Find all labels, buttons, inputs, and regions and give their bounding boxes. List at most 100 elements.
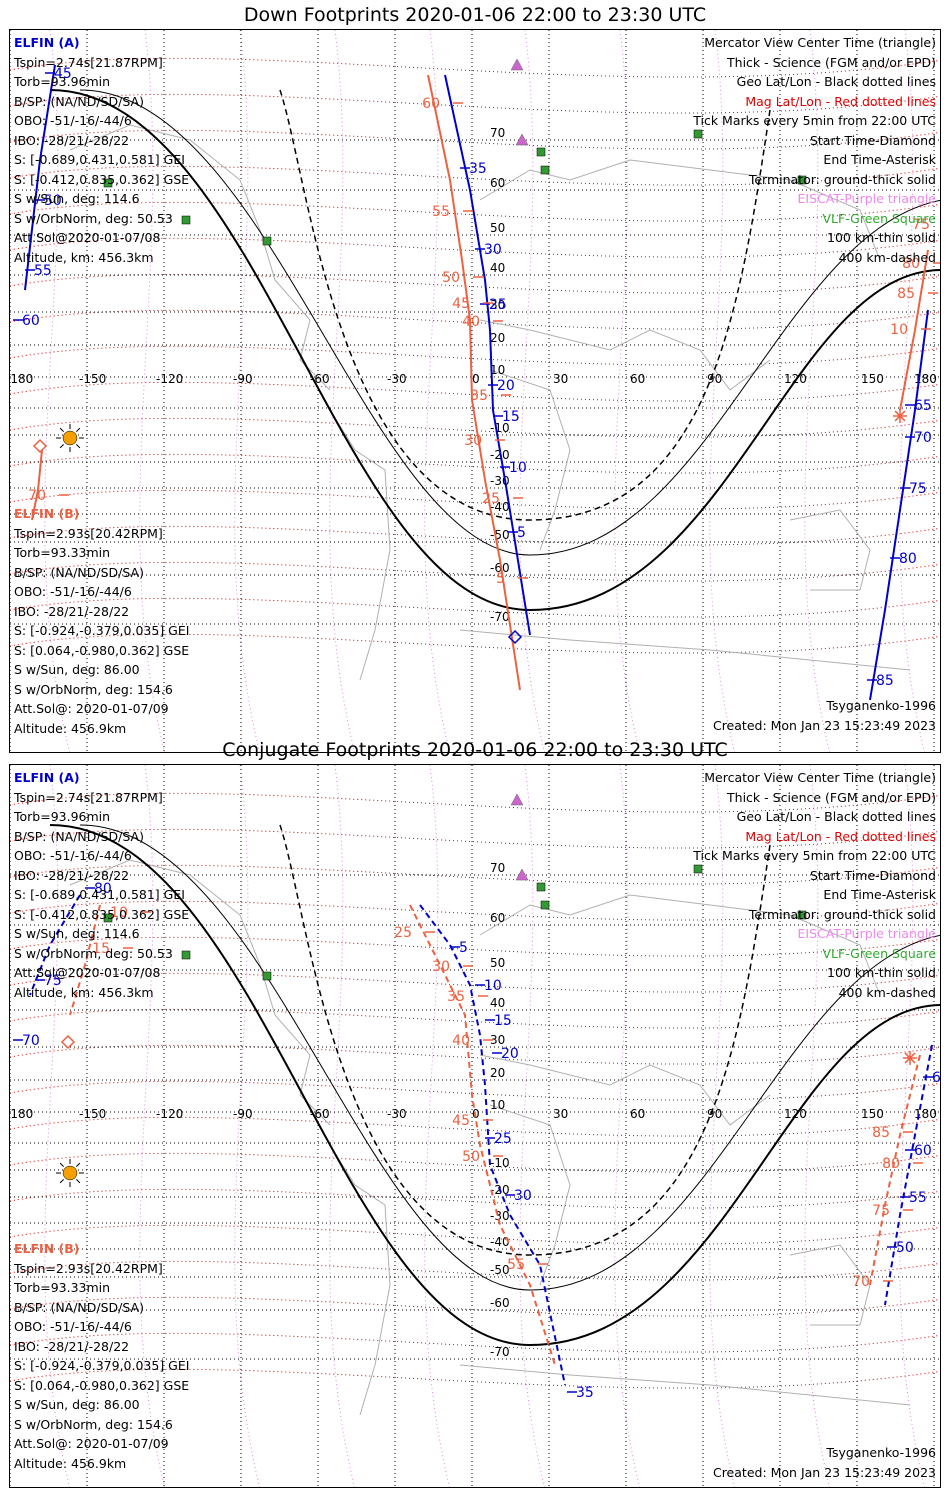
elfin-a-tick-label: 75 [909, 481, 927, 497]
legend-100km: 100 km-thin solid [827, 230, 936, 245]
lat-label: 50 [490, 221, 505, 235]
vlf-square [262, 971, 272, 981]
mag-lat-line [10, 1296, 940, 1317]
legend-eiscat: EISCAT-Purple triangle [797, 926, 936, 941]
elfin-a-line: S w/Sun, deg: 114.6 [14, 191, 140, 206]
elfin-a-tick-label: 65 [914, 398, 932, 414]
elfin-b-tick-label: 50 [462, 1149, 480, 1165]
elfin-b-line: Att.Sol@: 2020-01-07/09 [14, 1436, 169, 1451]
elfin-a-tick-label: 5 [517, 525, 526, 541]
elfin-b-line: Tspin=2.93s[20.42RPM] [14, 1260, 163, 1276]
mag-lat-line [10, 381, 940, 402]
lon-label: -150 [79, 372, 106, 386]
vlf-square [540, 165, 550, 175]
elfin-b-line: Altitude: 456.9km [14, 1455, 127, 1471]
mag-lon-line [614, 30, 641, 752]
mag-lat-line [10, 864, 940, 885]
mag-lon-line [44, 765, 71, 1487]
vlf-square [103, 178, 113, 188]
start-diamond [60, 1034, 76, 1050]
elfin-b-tick-label: 10 [890, 322, 908, 338]
legend-start: Start Time-Diamond [809, 132, 936, 148]
mag-lon-line [329, 30, 356, 752]
legend-mag: Mag Lat/Lon - Red dotted lines [745, 93, 936, 109]
sun-icon [62, 430, 78, 446]
elfin-b-line: IBO: -28/21/-28/22 [14, 603, 130, 619]
lon-label: -60 [310, 1107, 330, 1121]
legend-end: End Time-Asterisk [823, 887, 936, 902]
lat-label: 50 [490, 956, 505, 970]
lon-label: 60 [630, 1107, 645, 1121]
sun-ray [59, 427, 64, 432]
mag-lat-line [10, 1368, 940, 1389]
elfin-b-tick-label: 70 [852, 1274, 870, 1290]
legend-eiscat: EISCAT-Purple triangle [797, 191, 936, 206]
lat-label: 10 [490, 1098, 505, 1112]
legend-center-time: Mercator View Center Time (triangle) [704, 770, 936, 785]
lon-label: -90 [233, 1107, 253, 1121]
start-diamond [32, 438, 48, 454]
elfin-a-track [869, 309, 929, 701]
vlf-square [797, 175, 807, 185]
elfin-a-line: Torb=93.96min [14, 809, 111, 824]
vlf-square [693, 129, 703, 139]
elfin-a-line: B/SP: (NA/ND/SD/SA) [14, 828, 144, 844]
mag-lon-line [234, 765, 261, 1487]
mag-lat-line [10, 273, 940, 294]
elfin-a-tick-label: 80 [899, 551, 917, 567]
map-canvas: -180-150-120-90-60-300306090120150180706… [10, 30, 940, 752]
elfin-b-tick-label: 75 [872, 1203, 890, 1219]
elfin-b-tick-label: 85 [897, 286, 915, 302]
legend-ticks: Tick Marks every 5min from 22:00 UTC [693, 113, 936, 128]
elfin-b-tick-label: 55 [507, 1257, 525, 1273]
elfin-b-line: S w/OrbNorm, deg: 154.6 [14, 1416, 173, 1432]
elfin-b-line: B/SP: (NA/ND/SD/SA) [14, 1299, 144, 1315]
mag-lon-line [44, 30, 71, 752]
lat-label: 20 [490, 1066, 505, 1080]
mag-lat-line [10, 489, 940, 510]
end-asterisk [904, 1052, 916, 1064]
lat-label: 10 [490, 363, 505, 377]
elfin-b-header: ELFIN (B) [14, 506, 80, 521]
elfin-b-tick-label: 60 [422, 96, 440, 112]
mag-lat-line [10, 165, 940, 186]
mag-lon-line [424, 765, 451, 1487]
lon-label: 120 [784, 1107, 807, 1121]
coastline [69, 124, 331, 391]
elfin-a-tick-label: 20 [501, 1046, 519, 1062]
elfin-b-tick-label: 40 [462, 314, 480, 330]
elfin-b-info: ELFIN (B) Tspin=2.93s[20.42RPM] Torb=93.… [14, 1239, 189, 1473]
mag-lat-line [10, 1152, 940, 1173]
sun-ray [76, 444, 81, 449]
elfin-b-line: Tspin=2.93s[20.42RPM] [14, 525, 163, 541]
mag-lat-line [10, 1332, 940, 1353]
elfin-a-track [419, 904, 566, 1386]
elfin-a-info: ELFIN (A) Tspin=2.74s[21.87RPM] Torb=93.… [14, 768, 189, 1002]
lat-label: -60 [490, 1296, 510, 1310]
elfin-a-line: Altitude, km: 456.3km [14, 984, 154, 1000]
lon-label: 30 [553, 372, 568, 386]
elfin-b-line: S: [-0.924,-0.379,0.035] GEI [14, 1358, 190, 1373]
mag-lon-line [899, 30, 926, 752]
coastline [459, 1364, 911, 1406]
elfin-b-header: ELFIN (B) [14, 1241, 80, 1256]
elfin-a-line: OBO: -51/-16/-44/6 [14, 848, 132, 863]
elfin-a-line: Att.Sol@2020-01-07/08 [14, 230, 161, 245]
lat-label: 70 [490, 126, 505, 140]
end-asterisk [894, 410, 906, 422]
mag-lat-line [10, 972, 940, 993]
elfin-a-tick-label: 5 [459, 940, 468, 956]
elfin-b-tick-label: 55 [432, 204, 450, 220]
elfin-b-info: ELFIN (B) Tspin=2.93s[20.42RPM] Torb=93.… [14, 504, 189, 738]
legend-start: Start Time-Diamond [809, 867, 936, 883]
mag-lat-line [10, 792, 940, 813]
mag-lon-line [519, 765, 546, 1487]
terminator-100km [79, 824, 940, 1291]
elfin-a-tick-label: 85 [876, 673, 894, 689]
lat-label: 60 [490, 911, 505, 925]
mag-lon-line [709, 765, 736, 1487]
lat-label: 60 [490, 176, 505, 190]
elfin-a-header: ELFIN (A) [14, 770, 80, 785]
elfin-b-line: Torb=93.33min [14, 1280, 111, 1295]
elfin-b-tick-label: 35 [447, 989, 465, 1005]
